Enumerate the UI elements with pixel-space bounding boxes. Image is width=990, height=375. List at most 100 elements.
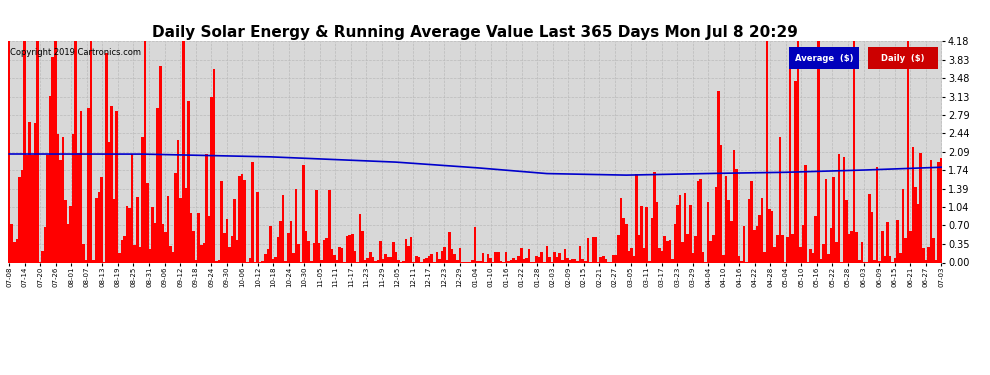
Bar [29,122,31,262]
Bar [876,167,878,262]
Bar [574,260,576,262]
Bar [618,235,620,262]
Bar [850,231,852,262]
Bar [623,218,625,262]
Bar [525,258,528,262]
Bar [441,251,444,262]
Bar [397,260,400,262]
Bar [336,260,339,262]
Bar [69,206,72,262]
Bar [195,260,197,262]
Bar [277,237,279,262]
Bar [144,41,147,262]
Bar [625,224,628,262]
Bar [82,244,85,262]
Bar [789,65,791,262]
Bar [172,252,174,262]
Bar [915,187,917,262]
Bar [584,261,587,262]
Bar [116,111,118,262]
Bar [620,198,623,262]
Bar [302,165,305,262]
Bar [203,243,205,262]
Bar [548,257,550,262]
Bar [428,255,431,262]
Bar [274,257,277,262]
Text: Daily  ($): Daily ($) [881,54,925,63]
Bar [820,259,822,262]
Bar [374,261,376,262]
Bar [810,249,812,262]
Bar [13,242,16,262]
Bar [448,231,450,262]
Bar [723,255,725,262]
Bar [371,258,374,262]
Bar [815,216,817,262]
Bar [108,142,110,262]
Bar [279,221,282,262]
Bar [828,254,830,262]
Bar [21,170,24,262]
Bar [720,145,723,262]
Bar [382,259,384,262]
Bar [686,234,689,262]
Bar [213,69,215,262]
Bar [95,198,98,262]
Bar [717,91,720,262]
Bar [264,254,266,262]
Bar [630,249,633,262]
Bar [271,259,274,262]
Bar [725,176,728,262]
Bar [753,230,755,262]
Bar [555,256,558,262]
Bar [64,200,66,262]
Bar [561,260,563,262]
Bar [536,256,538,262]
Bar [315,189,318,262]
Bar [44,227,47,262]
Bar [182,41,184,262]
Bar [363,260,366,262]
Bar [87,108,90,262]
Bar [794,81,797,262]
Bar [927,248,930,262]
Bar [79,111,82,262]
Bar [282,195,284,262]
Bar [902,189,904,262]
Bar [339,247,341,262]
Bar [438,259,441,262]
Bar [310,261,313,262]
Bar [520,249,523,262]
Bar [313,243,315,262]
Bar [121,240,123,262]
Bar [187,101,190,262]
Bar [234,199,236,262]
Bar [77,153,79,262]
Bar [90,41,92,262]
Bar [105,53,108,262]
Bar [797,41,799,262]
Bar [917,204,920,262]
Bar [505,252,507,262]
Bar [169,246,172,262]
Bar [405,239,407,262]
Bar [215,261,218,262]
Bar [894,258,896,262]
Bar [59,160,61,262]
Bar [26,155,29,262]
Bar [676,205,679,262]
Bar [738,256,741,262]
Bar [515,260,518,262]
Bar [164,232,166,262]
Bar [208,216,210,262]
Bar [868,194,871,262]
Bar [933,238,935,262]
Bar [938,162,940,262]
Bar [538,258,541,262]
Bar [331,249,333,262]
Bar [384,254,387,262]
Bar [781,235,784,262]
Bar [131,154,134,262]
Bar [8,41,11,262]
Bar [458,248,461,262]
